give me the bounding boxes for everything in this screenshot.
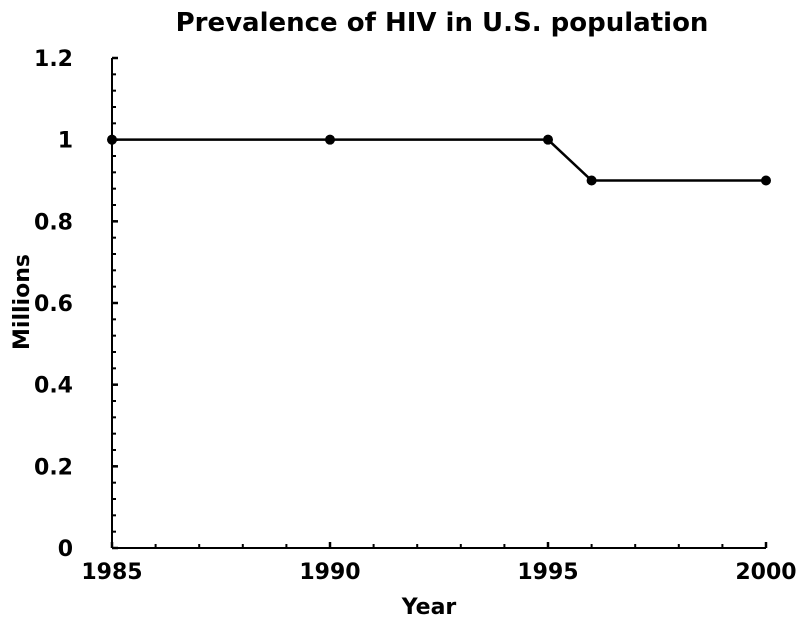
x-tick-label: 2000 [735,560,796,585]
y-tick-label: 1.2 [34,47,73,72]
y-ticks: 0 0.2 0.4 0.6 0.8 1 1.2 [34,47,118,562]
data-point [586,175,597,186]
data-point [325,134,335,145]
chart-title: Prevalence of HIV in U.S. population [176,8,709,38]
x-axis-label: Year [401,595,457,620]
y-tick-label: 0 [58,537,73,562]
x-tick-label: 1995 [517,560,578,585]
y-axis-label: Millions [10,254,35,350]
y-tick-label: 0.2 [34,455,73,480]
y-tick-label: 0.6 [34,292,73,317]
series-group [107,134,771,186]
data-point [761,175,771,186]
data-point [107,134,117,145]
x-tick-label: 1990 [299,560,360,585]
x-ticks: 1985 1990 1995 2000 [81,542,797,585]
series-line [112,138,766,182]
data-point [543,134,553,145]
x-tick-label: 1985 [81,560,142,585]
y-tick-label: 0.4 [34,374,73,399]
y-tick-label: 0.8 [34,210,73,235]
y-tick-label: 1 [58,129,73,154]
